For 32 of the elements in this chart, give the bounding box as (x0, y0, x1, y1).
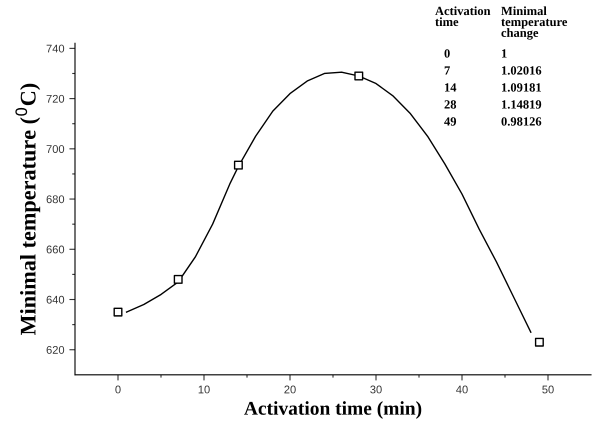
y-axis-title: Minimal temperature ($^{0}$C) (15, 84, 40, 336)
annotation: 28 (444, 100, 456, 109)
x-tick-label: 30 (370, 386, 382, 394)
annotation: 1.14819 (502, 100, 542, 109)
annotation: 1.02016 (502, 66, 542, 75)
x-tick-label: 40 (456, 386, 468, 394)
point (234, 160, 243, 170)
annotation: 0 (444, 49, 450, 58)
annotation: 1.09181 (502, 83, 541, 92)
y-tick-label: 740 (46, 44, 64, 53)
text: Activation time (435, 6, 490, 26)
y-tick-label: 620 (46, 346, 64, 354)
x-tick-label: 50 (542, 386, 554, 394)
annotation: 1 (502, 49, 507, 58)
point (114, 308, 122, 317)
annotation: 7 (444, 66, 450, 75)
point (534, 338, 544, 347)
x-tick-label: 20 (284, 386, 296, 394)
y-tick-label: 660 (46, 246, 64, 254)
annotation: 49 (444, 117, 456, 126)
annotation: 14 (445, 83, 456, 92)
x-axis-title: Activation time (min) (244, 401, 422, 419)
y-tick-label: 680 (46, 195, 64, 204)
annotation: 0.98126 (501, 117, 542, 126)
point (174, 274, 183, 284)
text: Minimal temperature change (501, 6, 568, 40)
x-tick-label: 10 (198, 386, 210, 394)
point (354, 72, 364, 80)
y-tick-label: 640 (46, 296, 64, 304)
x-tick-label: 0 (115, 386, 121, 394)
y-tick-label: 720 (46, 94, 64, 103)
y-tick-label: 700 (46, 145, 64, 153)
